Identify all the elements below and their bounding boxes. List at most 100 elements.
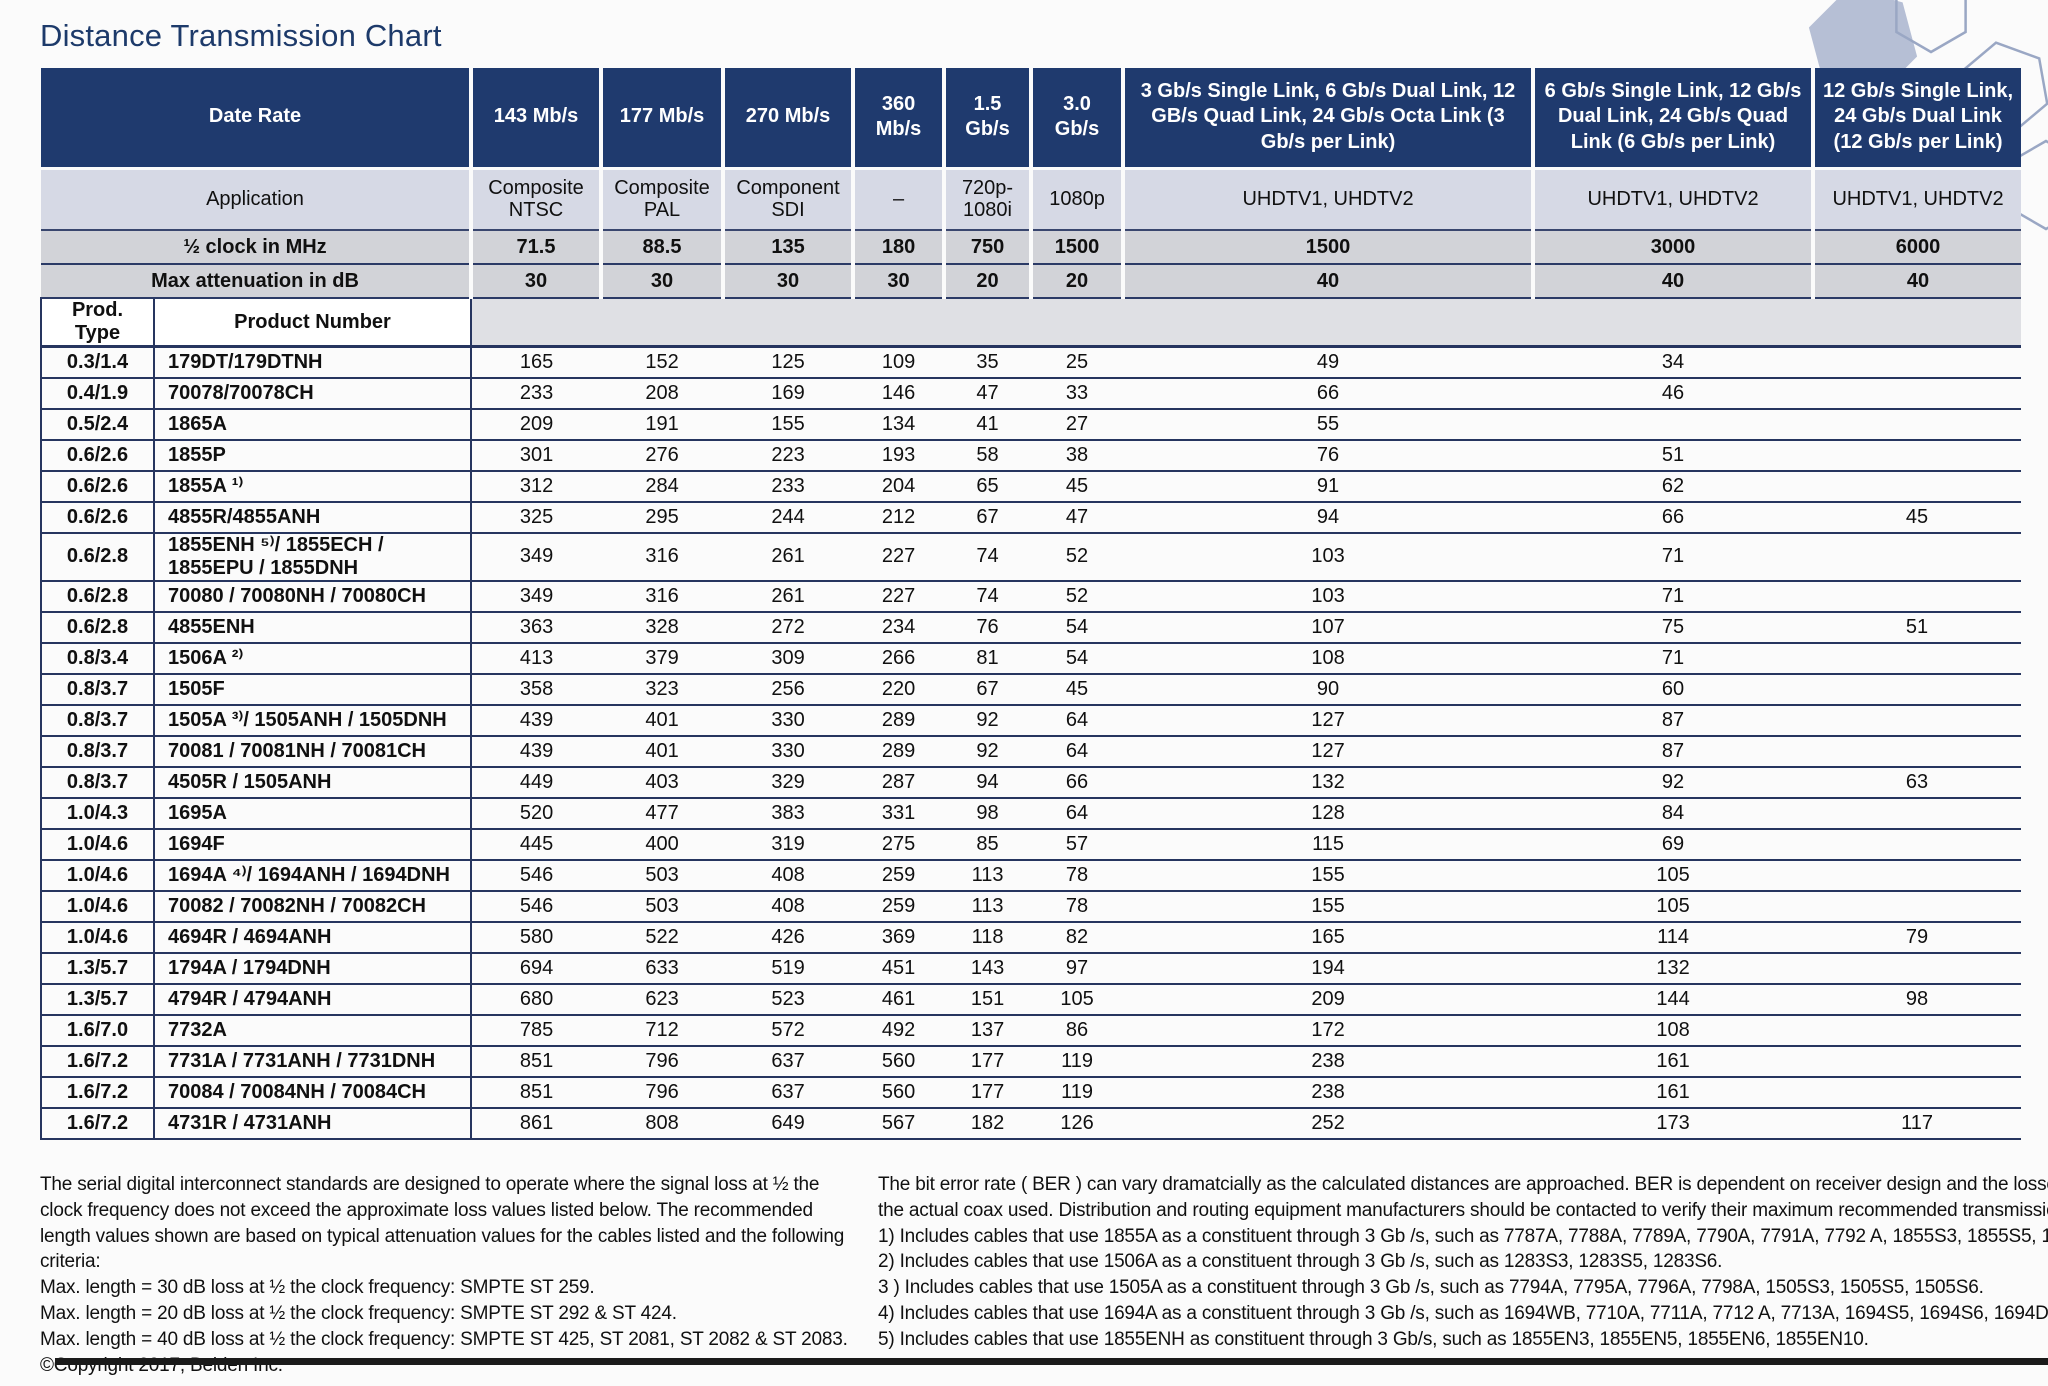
distance-value-cell: [1813, 642, 2022, 675]
distance-value-cell: 98: [944, 797, 1032, 830]
table-row: 1.6/7.2 70084 / 70084NH / 70084CH 851 796 63…: [40, 1076, 2022, 1109]
distance-value-cell: 92: [944, 735, 1032, 768]
prod-type-cell: 1.6/7.2: [40, 1045, 155, 1078]
header-row-application: Application Composite NTSC Composite PAL C…: [41, 168, 2022, 231]
distance-value-cell: 379: [601, 642, 724, 675]
product-number-cell: 4794R / 4794ANH: [154, 983, 473, 1016]
distance-value-cell: 261: [723, 580, 854, 613]
distance-value-cell: 238: [1123, 1076, 1534, 1109]
distance-value-cell: 330: [723, 704, 854, 737]
prod-type-cell: 0.8/3.7: [40, 735, 155, 768]
numbered-footnote: 1) Includes cables that use 1855A as a c…: [878, 1225, 2048, 1247]
distance-value-cell: 60: [1533, 673, 1814, 706]
distance-value-cell: 143: [944, 952, 1032, 985]
distance-value-cell: [1813, 346, 2022, 379]
distance-value-cell: [1813, 735, 2022, 768]
distance-value-cell: [1813, 828, 2022, 861]
distance-value-cell: 134: [853, 408, 945, 441]
distance-value-cell: 227: [853, 580, 945, 613]
distance-value-cell: 108: [1123, 642, 1534, 675]
distance-value-cell: [1813, 1045, 2022, 1078]
distance-value-cell: 358: [471, 673, 602, 706]
distance-value-cell: 400: [601, 828, 724, 861]
distance-value-cell: 649: [723, 1107, 854, 1140]
data-rate-cell: 1.5 Gb/s: [944, 68, 1034, 170]
distance-value-cell: 369: [853, 921, 945, 954]
data-rate-cell: 270 Mb/s: [723, 68, 856, 170]
application-cell: UHDTV1, UHDTV2: [1533, 168, 1816, 231]
distance-value-cell: 62: [1533, 470, 1814, 503]
distance-value-cell: 67: [944, 673, 1032, 706]
distance-value-cell: 27: [1031, 408, 1124, 441]
product-number-cell: 70081 / 70081NH / 70081CH: [154, 735, 473, 768]
max-length-criteria: Max. length = 30 dB loss at ½ the clock …: [40, 1275, 852, 1352]
distance-value-cell: 165: [1123, 921, 1534, 954]
prod-type-cell: 1.0/4.6: [40, 890, 155, 923]
product-number-label: Product Number: [154, 298, 473, 348]
distance-value-cell: 519: [723, 952, 854, 985]
distance-value-cell: 76: [944, 611, 1032, 644]
distance-value-cell: 54: [1031, 642, 1124, 675]
prod-type-cell: 1.0/4.6: [40, 921, 155, 954]
prod-type-cell: 0.8/3.7: [40, 704, 155, 737]
distance-value-cell: 25: [1031, 346, 1124, 379]
distance-value-cell: 113: [944, 890, 1032, 923]
distance-value-cell: 209: [471, 408, 602, 441]
distance-value-cell: 523: [723, 983, 854, 1016]
distance-value-cell: 105: [1533, 859, 1814, 892]
distance-value-cell: 47: [944, 377, 1032, 410]
product-number-cell: 70084 / 70084NH / 70084CH: [154, 1076, 473, 1109]
distance-value-cell: 546: [471, 859, 602, 892]
clock-mhz-value: 88.5: [601, 230, 726, 265]
product-number-cell: 4731R / 4731ANH: [154, 1107, 473, 1140]
table-row: 1.6/7.2 7731A / 7731ANH / 7731DNH 851 796 63…: [40, 1045, 2022, 1078]
prod-type-cell: 0.6/2.8: [40, 611, 155, 644]
application-cell: –: [853, 168, 947, 231]
distance-value-cell: 108: [1533, 1014, 1814, 1047]
table-row: 0.6/2.6 1855P 301 276 223 193 58 38 76 51: [40, 439, 2022, 472]
clock-mhz-value: 1500: [1031, 230, 1126, 265]
distance-value-cell: 426: [723, 921, 854, 954]
distance-value-cell: [1813, 890, 2022, 923]
table-row: 0.8/3.7 1505F 358 323 256 220 67 45 90 60: [40, 673, 2022, 706]
distance-value-cell: 78: [1031, 890, 1124, 923]
prod-type-cell: 0.6/2.8: [40, 532, 155, 582]
distance-value-cell: 119: [1031, 1076, 1124, 1109]
distance-transmission-table: Date Rate 143 Mb/s 177 Mb/s 270 Mb/s 360 Mb…: [40, 68, 2022, 1140]
data-rate-cell: 12 Gb/s Single Link, 24 Gb/s Dual Link (…: [1813, 68, 2022, 170]
prod-type-cell: 0.6/2.6: [40, 470, 155, 503]
distance-value-cell: 161: [1533, 1076, 1814, 1109]
table-row: 0.6/2.8 70080 / 70080NH / 70080CH 349 316 26…: [40, 580, 2022, 613]
distance-value-cell: 49: [1123, 346, 1534, 379]
distance-value-cell: [1813, 377, 2022, 410]
distance-value-cell: 401: [601, 735, 724, 768]
distance-value-cell: 633: [601, 952, 724, 985]
distance-value-cell: 103: [1123, 580, 1534, 613]
application-cell: Composite NTSC: [471, 168, 604, 231]
distance-value-cell: 87: [1533, 704, 1814, 737]
table-row: 0.8/3.7 1505A ³⁾/ 1505ANH / 1505DNH 439 401…: [40, 704, 2022, 737]
product-number-cell: 1855A ¹⁾: [154, 470, 473, 503]
distance-value-cell: 66: [1123, 377, 1534, 410]
distance-value-cell: 191: [601, 408, 724, 441]
distance-value-cell: 78: [1031, 859, 1124, 892]
distance-value-cell: 151: [944, 983, 1032, 1016]
max-length-criterion: Max. length = 20 dB loss at ½ the clock …: [40, 1303, 677, 1325]
distance-value-cell: 54: [1031, 611, 1124, 644]
distance-value-cell: 461: [853, 983, 945, 1016]
distance-value-cell: 177: [944, 1045, 1032, 1078]
distance-value-cell: 289: [853, 735, 945, 768]
distance-value-cell: 74: [944, 532, 1032, 582]
table-row: 1.6/7.2 4731R / 4731ANH 861 808 649 567 182 126…: [40, 1107, 2022, 1140]
numbered-footnote: 2) Includes cables that use 1506A as a c…: [878, 1251, 1723, 1273]
distance-value-cell: 208: [601, 377, 724, 410]
distance-value-cell: 92: [1533, 766, 1814, 799]
table-row: 1.6/7.0 7732A 785 712 572 492 137 86 172 108: [40, 1014, 2022, 1047]
distance-value-cell: 220: [853, 673, 945, 706]
distance-value-cell: 546: [471, 890, 602, 923]
distance-value-cell: 309: [723, 642, 854, 675]
distance-value-cell: 287: [853, 766, 945, 799]
distance-value-cell: [1813, 408, 2022, 441]
distance-value-cell: 52: [1031, 532, 1124, 582]
distance-value-cell: 144: [1533, 983, 1814, 1016]
